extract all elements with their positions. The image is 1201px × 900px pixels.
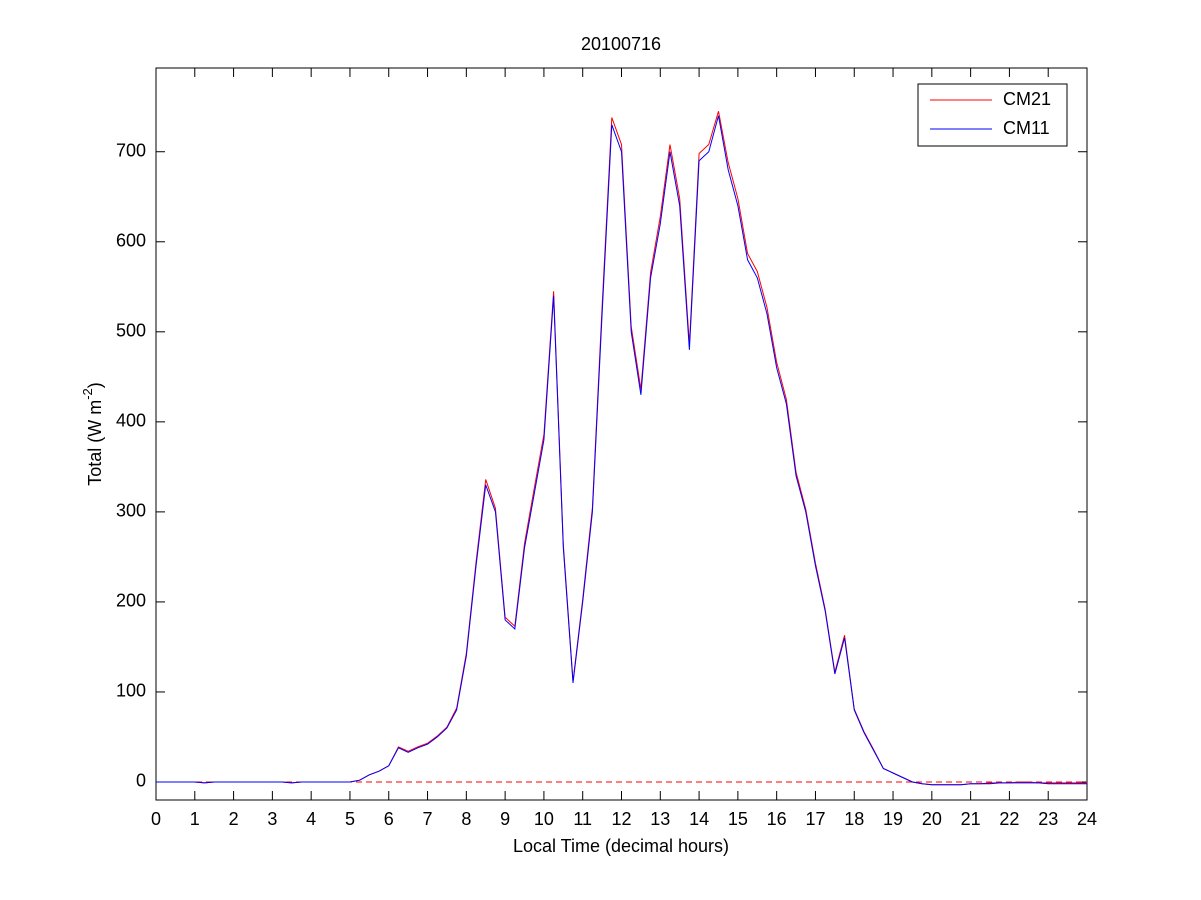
y-tick-label: 300	[116, 501, 146, 521]
x-tick-label: 12	[611, 809, 631, 829]
x-tick-label: 11	[573, 809, 592, 829]
y-axis-label-superscript: -2	[80, 388, 95, 400]
x-tick-label: 17	[805, 809, 825, 829]
series-line	[156, 115, 1087, 786]
x-tick-label: 7	[423, 809, 433, 829]
x-tick-label: 8	[461, 809, 471, 829]
y-tick-label: 500	[116, 321, 146, 341]
x-tick-label: 10	[534, 809, 554, 829]
x-tick-label: 23	[1038, 809, 1058, 829]
x-tick-label: 21	[961, 809, 981, 829]
x-tick-label: 24	[1077, 809, 1097, 829]
x-tick-label: 22	[999, 809, 1019, 829]
y-axis-label: Total (W m-2)	[80, 382, 104, 486]
x-tick-label: 19	[883, 809, 903, 829]
legend-label: CM11	[1003, 118, 1050, 138]
y-axis-label-end: )	[85, 382, 105, 388]
x-tick-label: 13	[650, 809, 670, 829]
x-tick-label: 20	[922, 809, 942, 829]
x-tick-label: 4	[306, 809, 316, 829]
x-axis-label: Local Time (decimal hours)	[513, 836, 729, 856]
x-tick-label: 6	[384, 809, 394, 829]
x-tick-label: 0	[151, 809, 161, 829]
chart-title: 20100716	[581, 34, 661, 54]
x-tick-label: 9	[500, 809, 510, 829]
x-tick-label: 5	[345, 809, 355, 829]
legend-label: CM21	[1003, 89, 1051, 109]
x-tick-label: 3	[267, 809, 277, 829]
y-tick-label: 400	[116, 411, 146, 431]
x-tick-label: 2	[229, 809, 239, 829]
x-tick-label: 16	[767, 809, 787, 829]
y-tick-label: 200	[116, 591, 146, 611]
x-tick-label: 18	[844, 809, 864, 829]
y-axis-label-text: Total (W m	[85, 400, 105, 486]
y-tick-label: 0	[136, 771, 146, 791]
x-tick-label: 15	[728, 809, 748, 829]
plot-area	[155, 67, 1088, 801]
y-tick-label: 700	[116, 140, 146, 160]
x-tick-label: 1	[190, 809, 200, 829]
legend-box	[917, 83, 1068, 147]
y-tick-label: 600	[116, 231, 146, 251]
x-tick-label: 14	[689, 809, 709, 829]
y-tick-label: 100	[116, 681, 146, 701]
